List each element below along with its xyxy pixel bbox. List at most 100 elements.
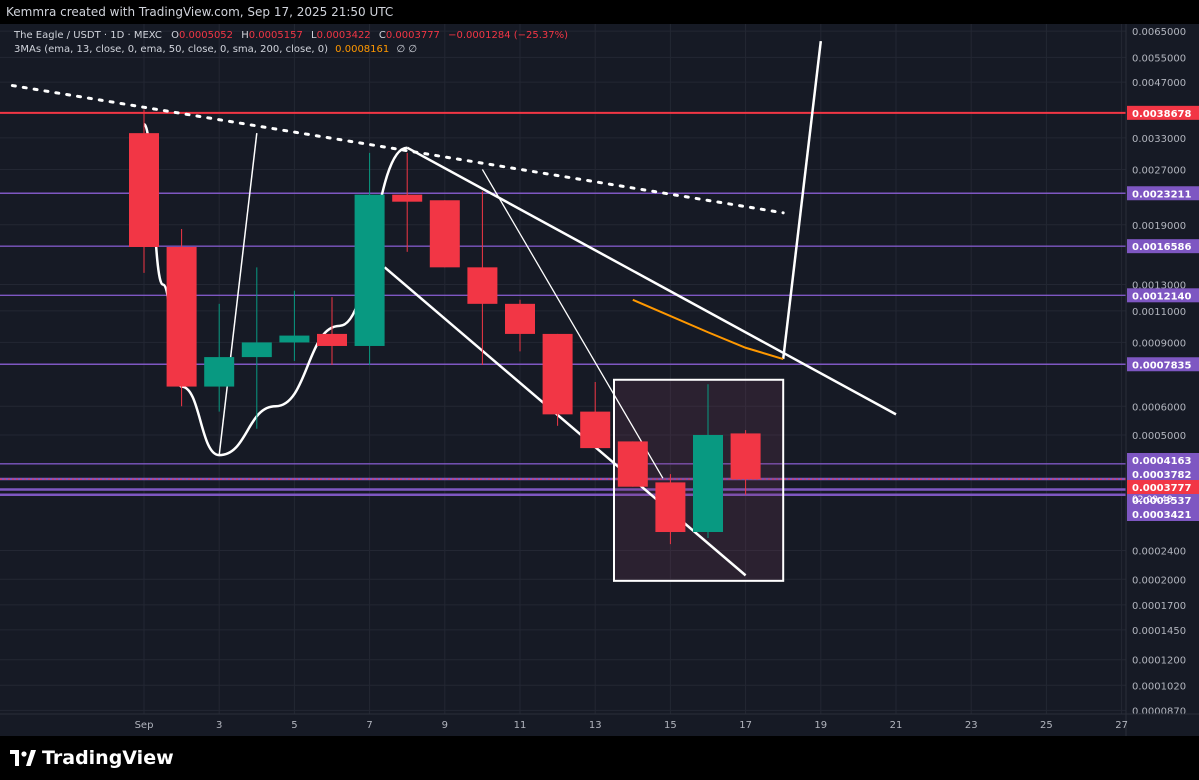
price-change: −0.0001284 (−25.37%) <box>448 30 568 41</box>
tradingview-logo-icon <box>10 750 36 766</box>
candle-body <box>542 333 573 415</box>
time-tick-label: Sep <box>135 720 154 731</box>
footer: TradingView <box>0 736 1199 780</box>
price-tag: 0.0038678 <box>1127 105 1199 120</box>
price-tick-label: 0.0002000 <box>1132 575 1186 586</box>
price-tick-label: 0.0047000 <box>1132 78 1186 89</box>
time-tick-label: 23 <box>965 720 978 731</box>
time-tick-label: 3 <box>216 720 222 731</box>
ma-label: 3MAs (ema, 13, close, 0, ema, 50, close,… <box>14 44 328 55</box>
moving-average <box>632 298 784 360</box>
chart-area[interactable]: 0.0065000 0.0055000 0.0047000 0.0033000 0.00… <box>0 24 1199 736</box>
candle-body <box>166 246 197 387</box>
price-tag-bg <box>1127 493 1199 507</box>
price-tick-label: 0.0000870 <box>1132 706 1186 717</box>
ohlc-open-key: O <box>171 30 179 41</box>
candle <box>542 333 573 426</box>
time-tick-label: 25 <box>1040 720 1053 731</box>
candle <box>129 109 159 273</box>
price-tag-bg <box>1127 467 1199 481</box>
ohlc-close: 0.0003777 <box>386 30 440 41</box>
last-price-value: 0.0003777 <box>1132 483 1192 494</box>
price-tag-text: 0.0012140 <box>1132 291 1192 302</box>
time-tick-label: 7 <box>366 720 372 731</box>
price-tag-text: 0.0003421 <box>1132 510 1192 521</box>
candle <box>693 384 723 538</box>
candle-body <box>655 482 686 533</box>
price-tag: 0.0003537 <box>1127 493 1199 507</box>
candle-body <box>505 303 535 334</box>
price-tick-label: 0.0001020 <box>1132 681 1186 692</box>
price-tag-text: 0.0016586 <box>1132 242 1192 253</box>
ohlc-high-key: H <box>241 30 249 41</box>
legend-row-1: The Eagle / USDT · 1D · MEXC O0.0005052 … <box>13 30 568 41</box>
time-tick-label: 13 <box>589 720 602 731</box>
price-axis[interactable]: 0.0065000 0.0055000 0.0047000 0.0033000 0.00… <box>1125 24 1199 736</box>
candle-body <box>617 441 648 487</box>
price-tick-label: 0.0033000 <box>1132 134 1186 145</box>
price-chart[interactable]: 0.0065000 0.0055000 0.0047000 0.0033000 0.00… <box>0 24 1199 736</box>
tradingview-brand: TradingView <box>42 747 174 769</box>
candle-body <box>730 433 761 480</box>
price-tag-text: 0.0007835 <box>1132 360 1192 371</box>
candle <box>392 152 423 252</box>
candles <box>129 109 761 545</box>
cup-curve <box>142 122 408 457</box>
price-tag-bg <box>1127 507 1199 521</box>
price-tag-bg <box>1127 357 1199 372</box>
candle-body <box>429 200 460 268</box>
price-tag-bg <box>1127 288 1199 303</box>
price-tick-label: 0.0019000 <box>1132 221 1186 232</box>
price-tick-label: 0.0011000 <box>1132 307 1186 318</box>
candle <box>317 297 347 365</box>
time-tick-label: 15 <box>664 720 677 731</box>
trendline <box>481 169 664 479</box>
legend-row-2: 3MAs (ema, 13, close, 0, ema, 50, close,… <box>14 44 417 55</box>
price-tag-text: 0.0003782 <box>1132 470 1192 481</box>
price-tick-label: 0.0005000 <box>1132 431 1186 442</box>
time-tick-label: 21 <box>890 720 903 731</box>
price-tick-label: 0.0065000 <box>1132 27 1186 38</box>
candle <box>730 430 761 495</box>
candle <box>505 299 535 352</box>
price-tick-label: 0.0013000 <box>1132 281 1186 292</box>
candle-body <box>241 342 272 358</box>
price-tag: 0.0016586 <box>1127 239 1199 254</box>
price-tick-label: 0.0055000 <box>1132 53 1186 64</box>
candle-body <box>580 411 611 449</box>
price-tick-label: 0.0027000 <box>1132 165 1186 176</box>
legend: The Eagle / USDT · 1D · MEXC O0.0005052 … <box>13 30 568 55</box>
price-axis-bg <box>1126 24 1199 736</box>
attribution-text: Kemmra created with TradingView.com, Sep… <box>6 5 394 19</box>
candle-body <box>354 194 385 346</box>
price-tag-bg <box>1127 453 1199 467</box>
candle-body <box>693 434 723 533</box>
candle-body <box>129 133 159 247</box>
price-tick-label: 0.0006000 <box>1132 402 1186 413</box>
ohlc-low: 0.0003422 <box>317 30 371 41</box>
price-tag: 0.0007835 <box>1127 357 1199 372</box>
ohlc-high: 0.0005157 <box>249 30 303 41</box>
candle <box>241 267 272 429</box>
candle <box>354 152 385 365</box>
candle-body <box>392 194 423 202</box>
drawings <box>10 40 897 582</box>
time-tick-label: 9 <box>442 720 448 731</box>
trendline <box>383 266 747 577</box>
time-tick-label: 19 <box>814 720 827 731</box>
price-tag-text: 0.0038678 <box>1132 109 1192 120</box>
ma-value: 0.0008161 <box>335 44 389 55</box>
time-axis[interactable]: Sep 3 5 7 9 11 13 15 17 19 21 23 25 27 <box>0 713 1199 731</box>
tradingview-logo[interactable]: TradingView <box>10 747 174 769</box>
candle <box>655 474 686 545</box>
candle <box>467 191 498 365</box>
price-tag-bg <box>1127 105 1199 120</box>
ohlc-close-key: C <box>379 30 386 41</box>
last-price-countdown: 02:09:48 <box>1132 495 1173 505</box>
candle <box>166 228 197 407</box>
trendline <box>10 84 785 215</box>
time-tick-label: 17 <box>739 720 752 731</box>
candle-body <box>279 335 310 343</box>
price-tick-label: 0.0009000 <box>1132 338 1186 349</box>
price-tag-bg <box>1127 186 1199 201</box>
